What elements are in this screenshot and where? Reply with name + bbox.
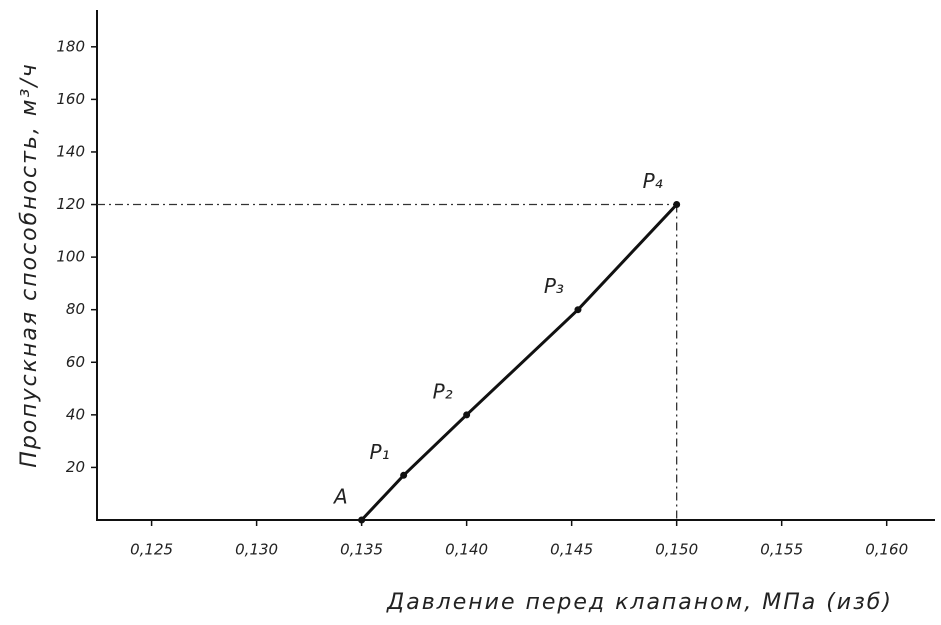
x-axis-title: Давление перед клапаном, МПа (изб) [386, 590, 893, 615]
point-label: P₄ [643, 169, 663, 193]
y-tick-label: 60 [66, 353, 85, 371]
y-tick-label: 20 [66, 458, 85, 476]
x-tick-label: 0,155 [760, 541, 803, 559]
y-tick-label: 120 [56, 195, 85, 213]
y-tick-label: 40 [66, 405, 85, 423]
point-label: P₂ [433, 379, 453, 403]
point-label: P₃ [544, 274, 564, 298]
x-tick-label: 0,150 [655, 541, 698, 559]
x-tick-label: 0,130 [235, 541, 278, 559]
data-point [358, 516, 366, 524]
data-point [400, 471, 408, 479]
y-tick-label: 160 [56, 90, 85, 108]
point-label: A [332, 485, 348, 509]
data-point [574, 306, 582, 314]
data-point [673, 201, 681, 209]
data-point [463, 411, 471, 419]
y-tick-label: 100 [56, 248, 85, 266]
x-tick-label: 0,135 [340, 541, 383, 559]
data-line [360, 203, 678, 522]
x-tick-label: 0,125 [130, 541, 173, 559]
point-label: P₁ [370, 440, 390, 464]
x-tick-label: 0,140 [445, 541, 488, 559]
y-tick-label: 80 [66, 300, 85, 318]
y-axis-title: Пропускная способность, м³/ч [17, 62, 42, 467]
x-tick-label: 0,145 [550, 541, 593, 559]
y-tick-label: 140 [56, 142, 85, 160]
y-tick-label: 180 [56, 37, 85, 55]
x-tick-label: 0,160 [865, 541, 908, 559]
